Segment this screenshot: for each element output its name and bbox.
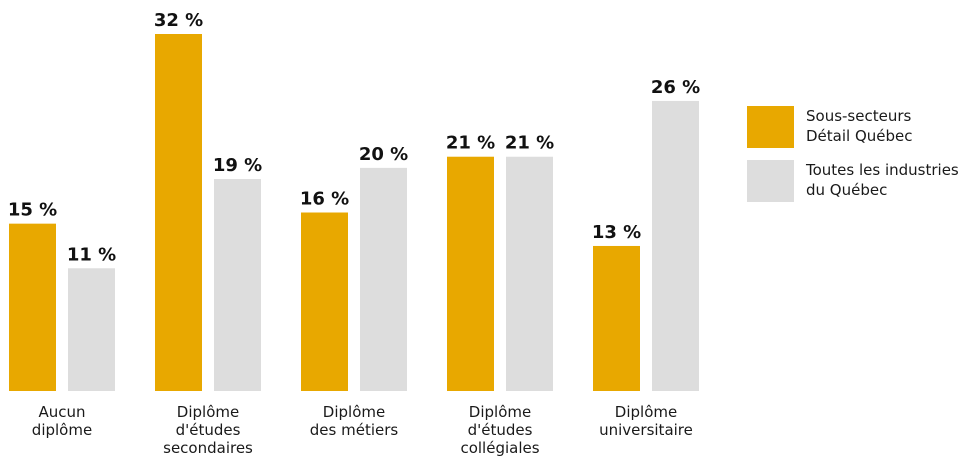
legend-swatch-series-1 (747, 106, 794, 148)
bar-series-2-cat-2 (214, 179, 261, 391)
data-label-series-2-cat-2: 19 % (213, 155, 262, 176)
data-label-series-1-cat-5: 13 % (592, 222, 641, 243)
legend-label-series-1: Sous-secteurs Détail Québec (806, 107, 913, 145)
data-label-series-2-cat-4: 21 % (505, 133, 554, 154)
bar-series-2-cat-5 (652, 100, 699, 391)
x-tick-label-1: Aucun diplôme (31, 403, 93, 439)
x-tick-label-3: Diplôme des métiers (309, 403, 399, 439)
x-tick-label-5: Diplôme universitaire (599, 403, 693, 439)
bar-series-2-cat-1 (68, 268, 115, 391)
data-label-series-1-cat-2: 32 % (154, 10, 203, 31)
bar-series-1-cat-5 (593, 245, 640, 391)
data-label-series-1-cat-4: 21 % (446, 133, 495, 154)
legend-item-series-2: Toutes les industries du Québec (747, 160, 978, 220)
bar-series-2-cat-4 (506, 156, 553, 391)
data-label-series-1-cat-3: 16 % (300, 189, 349, 210)
bar-series-1-cat-2 (155, 34, 202, 391)
legend-swatch-series-2 (747, 160, 794, 202)
data-label-series-2-cat-3: 20 % (359, 144, 408, 165)
data-label-series-1-cat-1: 15 % (8, 200, 57, 221)
legend-item-series-1: Sous-secteurs Détail Québec (747, 100, 978, 160)
x-tick-label-4: Diplôme d'études collégiales (460, 403, 540, 457)
bar-series-1-cat-3 (301, 212, 348, 391)
data-label-series-2-cat-1: 11 % (67, 244, 116, 265)
bar-series-1-cat-1 (9, 223, 56, 391)
x-tick-label-2: Diplôme d'études secondaires (163, 403, 253, 457)
bar-series-1-cat-4 (447, 156, 494, 391)
data-label-series-2-cat-5: 26 % (651, 77, 700, 98)
legend: Sous-secteurs Détail Québec Toutes les i… (747, 100, 978, 220)
bar-series-2-cat-3 (360, 167, 407, 391)
legend-label-series-2: Toutes les industries du Québec (806, 161, 959, 199)
